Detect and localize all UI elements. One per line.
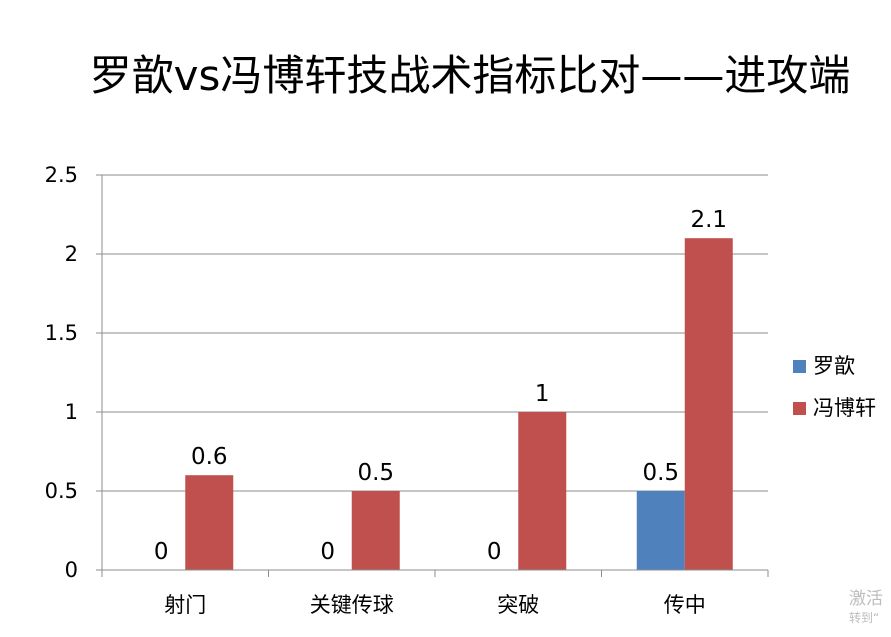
watermark: 激活 转到“ [849,588,883,626]
x-tick-label: 关键传球 [310,593,394,617]
data-label: 0.5 [357,460,394,486]
legend-label: 罗歆 [813,354,855,378]
y-tick-label: 2.5 [45,163,78,187]
y-tick-label: 1 [65,400,78,424]
data-label: 0 [320,539,335,565]
watermark-line2: 转到“ [849,611,880,625]
data-label: 2.1 [690,207,727,233]
bars [185,238,733,570]
y-tick-label: 1.5 [45,321,78,345]
data-label: 0.6 [191,444,228,470]
bar [636,491,685,570]
watermark-line1: 激活 [849,589,883,609]
x-tick-label: 射门 [164,593,206,617]
data-label: 0 [154,539,169,565]
bar [351,491,400,570]
data-label: 0 [487,539,502,565]
y-tick-label: 2 [65,242,78,266]
y-tick-label: 0 [65,558,78,582]
legend-label: 冯博轩 [813,396,876,420]
data-label: 0.5 [642,460,679,486]
y-tick-label: 0.5 [45,479,78,503]
x-tick-label: 传中 [664,593,706,617]
y-axis: 0 0.5 1 1.5 2 2.5 [45,163,103,582]
legend-swatch [793,402,806,415]
legend-swatch [793,360,806,373]
chart-title: 罗歆vs冯博轩技战术指标比对——进攻端 [89,51,851,100]
bar [684,238,733,570]
bar [518,412,567,570]
bar [185,475,234,570]
data-label: 1 [535,381,550,407]
x-tick-label: 突破 [497,593,539,617]
x-axis: 射门 关键传球 突破 传中 [101,569,769,617]
data-labels: 0 0.6 0 0.5 0 1 0.5 2.1 [154,207,727,565]
